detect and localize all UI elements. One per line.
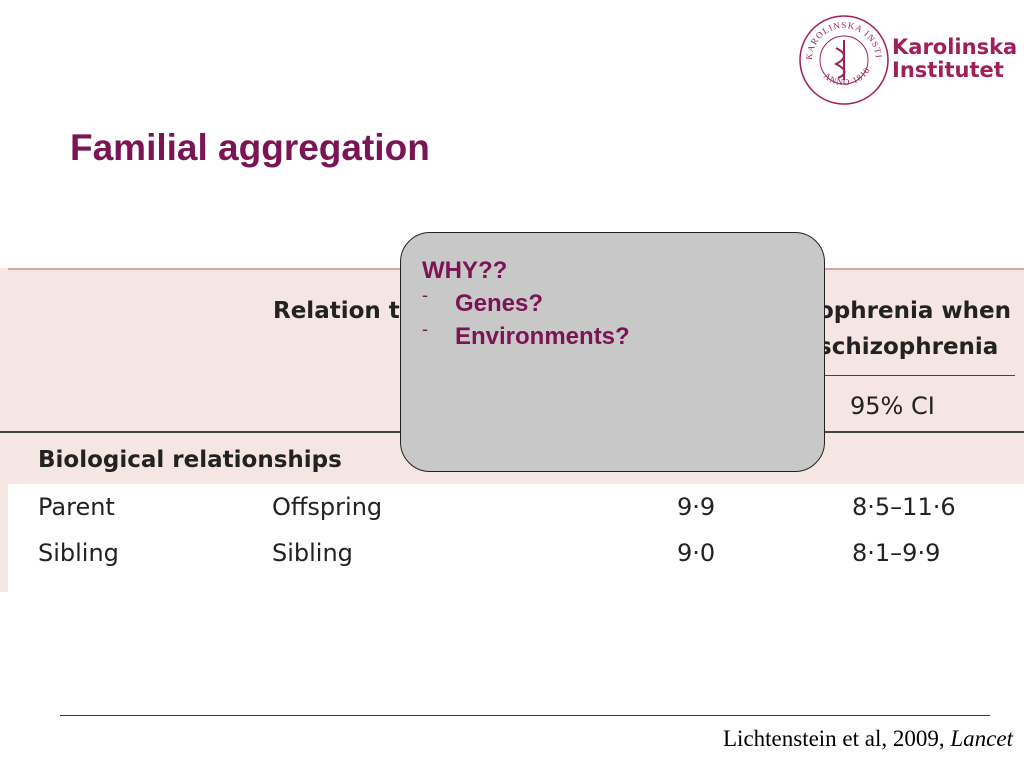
cell: Parent xyxy=(38,493,115,521)
journal: Lancet xyxy=(950,726,1013,751)
citation-text: Lichtenstein et al, 2009, xyxy=(723,726,951,751)
bullet-mark: - xyxy=(422,285,428,305)
slide-title: Familial aggregation xyxy=(70,127,430,168)
seal-text: ANNO 1810 xyxy=(822,65,871,87)
section-label: Biological relationships xyxy=(38,447,342,473)
callout: WHY?? - Genes? - Environments? xyxy=(400,232,825,472)
svg-text:ANNO 1810: ANNO 1810 xyxy=(822,65,872,87)
rule xyxy=(820,375,1015,376)
header-cell: 95% CI xyxy=(850,392,935,420)
header-cell: ophrenia when xyxy=(818,298,1011,324)
header-cell: schizophrenia xyxy=(818,334,999,360)
header-cell: Relation to xyxy=(273,298,416,324)
cell: Sibling xyxy=(272,539,353,567)
footer-rule xyxy=(60,715,990,716)
bullet-mark: - xyxy=(422,319,428,339)
cell: 8·5–11·6 xyxy=(852,493,956,521)
callout-heading: WHY?? xyxy=(422,257,508,284)
cell: 8·1–9·9 xyxy=(852,539,941,567)
seal-text: KAROLINSKA INSTITUTET xyxy=(798,14,883,60)
bullet: Genes? xyxy=(455,290,544,317)
logo-line: Institutet xyxy=(892,58,1004,82)
citation: Lichtenstein et al, 2009, Lancet xyxy=(723,726,1013,752)
bullet: Environments? xyxy=(455,323,630,350)
logo-name: Karolinska Institutet xyxy=(892,36,1017,82)
cell: Offspring xyxy=(272,493,383,521)
cell: Sibling xyxy=(38,539,119,567)
cell: 9·0 xyxy=(677,539,716,567)
logo-seal: KAROLINSKA INSTITUTET ANNO 1810 xyxy=(798,14,889,105)
table-edge xyxy=(0,268,8,592)
cell: 9·9 xyxy=(677,493,716,521)
svg-text:KAROLINSKA INSTITUTET: KAROLINSKA INSTITUTET xyxy=(798,14,884,60)
logo-line: Karolinska xyxy=(892,35,1018,59)
